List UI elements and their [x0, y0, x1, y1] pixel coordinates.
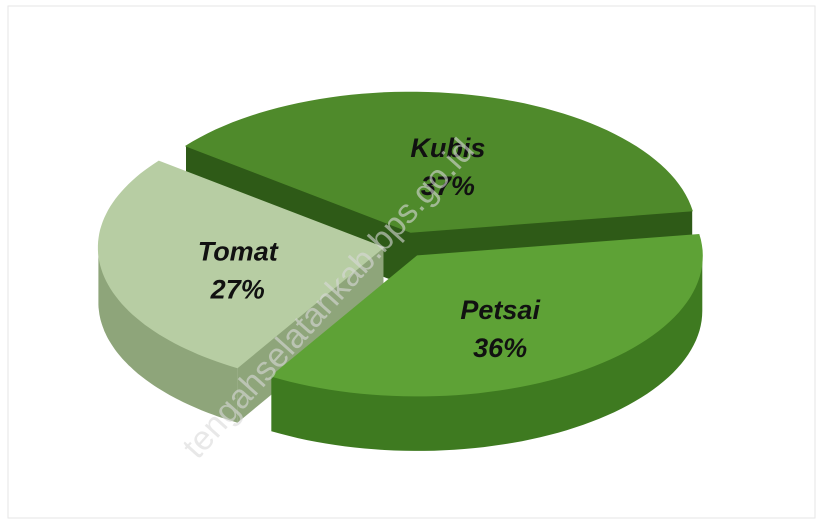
slice-label: Kubis: [410, 133, 485, 163]
slice-value-label: 36%: [473, 333, 527, 363]
slice-label: Tomat: [198, 237, 279, 267]
slice: [270, 233, 703, 397]
slice: [97, 160, 385, 369]
slice: [184, 91, 693, 233]
slice-label: Petsai: [460, 295, 540, 325]
slice-value-label: 37%: [421, 171, 475, 201]
slice-side: [98, 247, 238, 423]
slice-value-label: 27%: [210, 275, 265, 305]
slice-side: [271, 255, 703, 451]
pie: [97, 91, 703, 451]
